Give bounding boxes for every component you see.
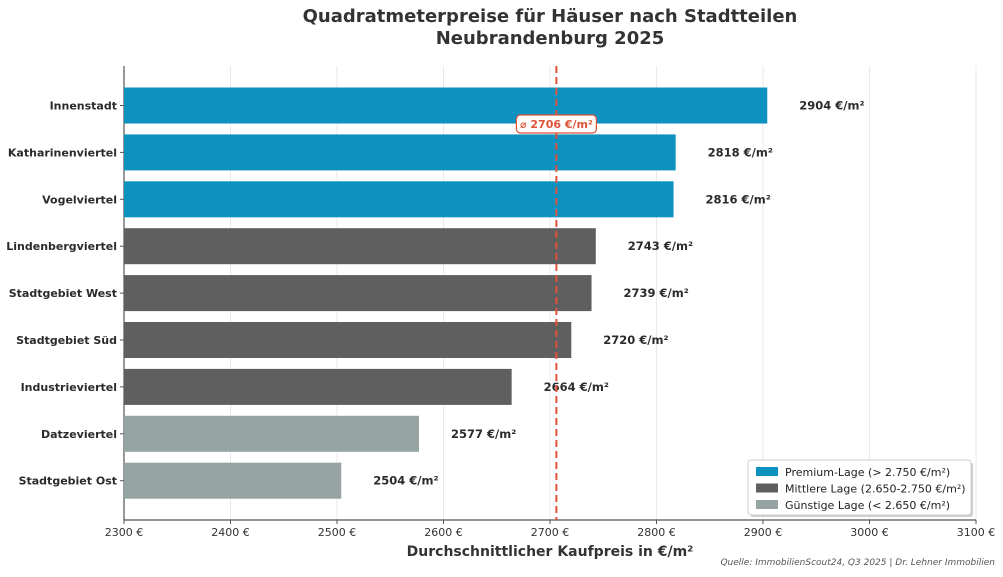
bar [124,181,674,218]
bar [124,228,596,265]
x-tick-label: 2500 € [318,526,357,539]
value-label: 2664 €/m² [544,380,609,394]
average-label: ⌀ 2706 €/m² [520,118,593,131]
y-tick-label: Industrieviertel [21,381,117,394]
chart-title-line2: Neubrandenburg 2025 [435,28,665,49]
average-label-box [515,114,597,134]
y-tick-label: Katharinenviertel [8,146,117,159]
y-tick-label: Innenstadt [50,100,117,113]
legend-box [747,459,972,516]
value-label: 2816 €/m² [706,192,771,206]
bar [124,275,592,312]
x-tick-label: 2300 € [105,526,144,539]
bar [124,322,572,358]
chart-title: Quadratmeterpreise für Häuser nach Stadt… [0,6,1003,50]
legend-swatch [756,467,778,476]
y-tick-label: Datzeviertel [41,428,117,441]
x-tick-label: 3000 € [850,526,889,539]
x-axis-label: Durchschnittlicher Kaufpreis in €/m² [406,544,694,560]
legend-swatch [756,483,778,493]
value-label: 2904 €/m² [799,99,864,113]
chart-title-line1: Quadratmeterpreise für Häuser nach Stadt… [302,6,798,27]
y-tick-label: Stadtgebiet West [9,287,117,300]
y-tick-label: Lindenbergviertel [6,240,117,253]
value-label: 2743 €/m² [628,239,693,253]
source-note: Quelle: ImmobilienScout24, Q3 2025 | Dr.… [720,558,995,568]
x-tick-label: 2400 € [211,526,250,539]
legend-label: Mittlere Lage (2.650-2.750 €/m²) [785,483,966,496]
bar [124,368,512,405]
legend-label: Günstige Lage (< 2.650 €/m²) [785,499,950,512]
value-label: 2818 €/m² [708,145,773,159]
legend-label: Premium-Lage (> 2.750 €/m²) [785,466,950,479]
value-label: 2720 €/m² [603,333,668,347]
x-tick-label: 2700 € [531,526,570,539]
y-tick-label: Vogelviertel [42,193,117,206]
x-tick-label: 2600 € [424,526,463,539]
value-label: 2739 €/m² [624,286,689,300]
value-label: 2577 €/m² [451,427,516,441]
bar [124,134,676,171]
x-tick-label: 2900 € [744,526,783,539]
bar [124,462,342,499]
x-tick-label: 3100 € [957,526,996,539]
legend-swatch [756,500,778,509]
bar [124,415,420,452]
bar [124,87,768,124]
y-tick-label: Stadtgebiet Ost [19,475,117,488]
y-tick-label: Stadtgebiet Süd [16,334,117,347]
x-tick-label: 2800 € [637,526,676,539]
value-label: 2504 €/m² [373,474,438,488]
